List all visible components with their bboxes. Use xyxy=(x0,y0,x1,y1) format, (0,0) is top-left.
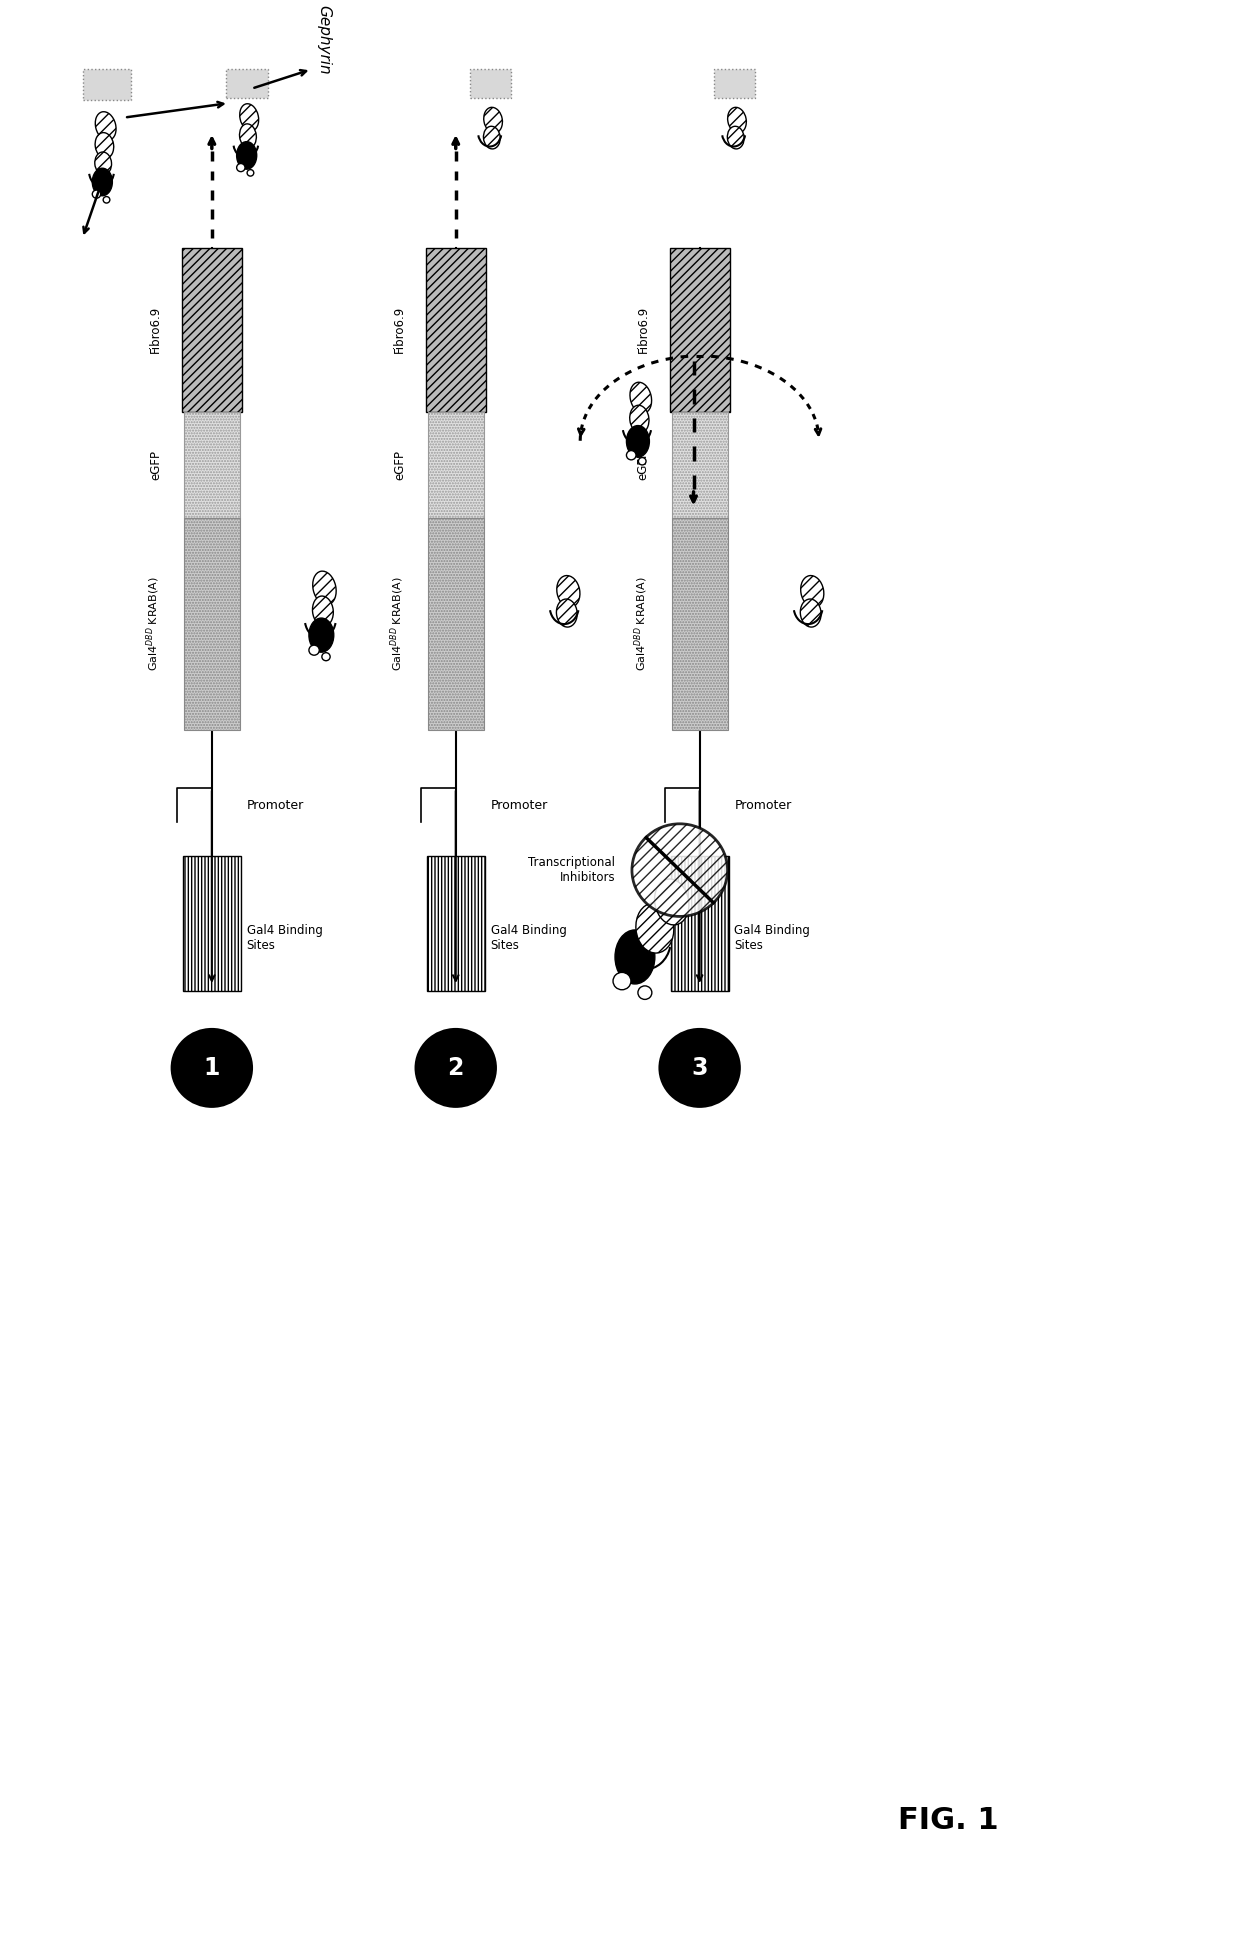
Ellipse shape xyxy=(636,904,673,954)
Text: eGFP: eGFP xyxy=(393,450,405,479)
Ellipse shape xyxy=(239,105,259,132)
Text: Promoter: Promoter xyxy=(734,799,791,812)
Circle shape xyxy=(415,1030,496,1107)
Text: Gal4 Binding
Sites: Gal4 Binding Sites xyxy=(491,923,567,952)
Ellipse shape xyxy=(94,151,112,175)
Bar xyxy=(670,248,729,411)
Text: 2: 2 xyxy=(448,1057,464,1080)
Ellipse shape xyxy=(95,112,117,140)
Ellipse shape xyxy=(309,619,334,652)
Ellipse shape xyxy=(655,878,689,925)
Text: Gal4$^{DBD}$ KRAB(A): Gal4$^{DBD}$ KRAB(A) xyxy=(388,576,405,671)
Ellipse shape xyxy=(557,576,580,607)
Ellipse shape xyxy=(484,107,502,134)
Text: Promoter: Promoter xyxy=(491,799,548,812)
Bar xyxy=(713,70,755,99)
Text: Fibro6.9: Fibro6.9 xyxy=(149,306,162,353)
Ellipse shape xyxy=(800,599,821,626)
Bar xyxy=(184,411,239,518)
Text: Fibro6.9: Fibro6.9 xyxy=(393,306,405,353)
Circle shape xyxy=(247,169,254,176)
Bar xyxy=(184,518,239,731)
Text: eGFP: eGFP xyxy=(149,450,162,479)
Text: Gal4$^{DBD}$ KRAB(A): Gal4$^{DBD}$ KRAB(A) xyxy=(632,576,650,671)
Text: Gephyrin: Gephyrin xyxy=(316,4,331,74)
Ellipse shape xyxy=(312,595,334,626)
Bar xyxy=(428,518,484,731)
Ellipse shape xyxy=(801,576,823,607)
Bar xyxy=(672,411,728,518)
Bar xyxy=(83,70,131,101)
Bar xyxy=(428,411,484,518)
Text: eGFP: eGFP xyxy=(637,450,650,479)
Ellipse shape xyxy=(312,572,336,605)
Ellipse shape xyxy=(728,107,746,134)
Ellipse shape xyxy=(237,142,257,169)
Bar xyxy=(427,855,485,991)
Bar xyxy=(671,855,729,991)
Ellipse shape xyxy=(95,132,114,159)
Circle shape xyxy=(322,653,330,661)
Circle shape xyxy=(660,1030,739,1107)
Text: Promoter: Promoter xyxy=(247,799,304,812)
Text: 3: 3 xyxy=(692,1057,708,1080)
Ellipse shape xyxy=(630,405,649,432)
Text: Gal4 Binding
Sites: Gal4 Binding Sites xyxy=(247,923,322,952)
Bar xyxy=(672,518,728,731)
Circle shape xyxy=(92,190,100,198)
Circle shape xyxy=(309,646,319,655)
Ellipse shape xyxy=(484,126,500,149)
Circle shape xyxy=(172,1030,252,1107)
Ellipse shape xyxy=(239,124,257,147)
Circle shape xyxy=(626,450,636,460)
Text: Transcriptional
Inhibitors: Transcriptional Inhibitors xyxy=(528,857,615,884)
Ellipse shape xyxy=(615,931,655,983)
Circle shape xyxy=(103,196,110,204)
Text: 1: 1 xyxy=(203,1057,219,1080)
Text: Fibro6.9: Fibro6.9 xyxy=(637,306,650,353)
Circle shape xyxy=(632,824,728,917)
Bar xyxy=(226,70,268,99)
Bar xyxy=(182,248,242,411)
Ellipse shape xyxy=(630,382,651,413)
Ellipse shape xyxy=(557,599,577,626)
Text: Gal4 Binding
Sites: Gal4 Binding Sites xyxy=(734,923,811,952)
Ellipse shape xyxy=(728,126,744,149)
Circle shape xyxy=(613,971,631,989)
Bar xyxy=(184,855,241,991)
Circle shape xyxy=(237,163,246,173)
Ellipse shape xyxy=(626,425,650,458)
Circle shape xyxy=(637,985,652,999)
Text: FIG. 1: FIG. 1 xyxy=(898,1805,999,1834)
Bar xyxy=(425,248,486,411)
Bar xyxy=(470,70,511,99)
Ellipse shape xyxy=(92,169,113,196)
Circle shape xyxy=(639,458,646,465)
Text: Gal4$^{DBD}$ KRAB(A): Gal4$^{DBD}$ KRAB(A) xyxy=(145,576,162,671)
